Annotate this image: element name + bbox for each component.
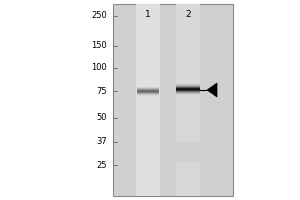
Text: 100: 100 [91, 64, 107, 72]
Bar [137, 91, 159, 92]
Bar [176, 89, 200, 90]
Polygon shape [207, 83, 217, 97]
Bar [137, 87, 159, 88]
Bar [176, 4, 200, 196]
Text: 25: 25 [97, 160, 107, 170]
Bar [176, 91, 200, 92]
Bar [137, 88, 159, 89]
Bar [176, 94, 200, 95]
Bar [176, 84, 200, 85]
Bar [176, 87, 200, 88]
Bar [137, 94, 159, 95]
Text: 2: 2 [185, 10, 191, 19]
Bar [137, 86, 159, 87]
Bar [113, 4, 233, 196]
Bar [137, 90, 159, 91]
Bar [137, 92, 159, 93]
Bar [176, 142, 200, 162]
Text: 75: 75 [96, 86, 107, 96]
Bar [176, 85, 200, 86]
Bar [176, 93, 200, 94]
Text: 50: 50 [97, 114, 107, 122]
Bar [137, 89, 159, 90]
Text: 150: 150 [91, 42, 107, 50]
Bar [176, 88, 200, 89]
Bar [176, 86, 200, 87]
Text: 37: 37 [96, 138, 107, 146]
Bar [176, 83, 200, 84]
Bar [176, 92, 200, 93]
Bar [176, 90, 200, 91]
Bar [137, 95, 159, 96]
Text: 1: 1 [145, 10, 151, 19]
Text: 250: 250 [91, 11, 107, 21]
Bar [137, 93, 159, 94]
Bar [136, 4, 160, 196]
